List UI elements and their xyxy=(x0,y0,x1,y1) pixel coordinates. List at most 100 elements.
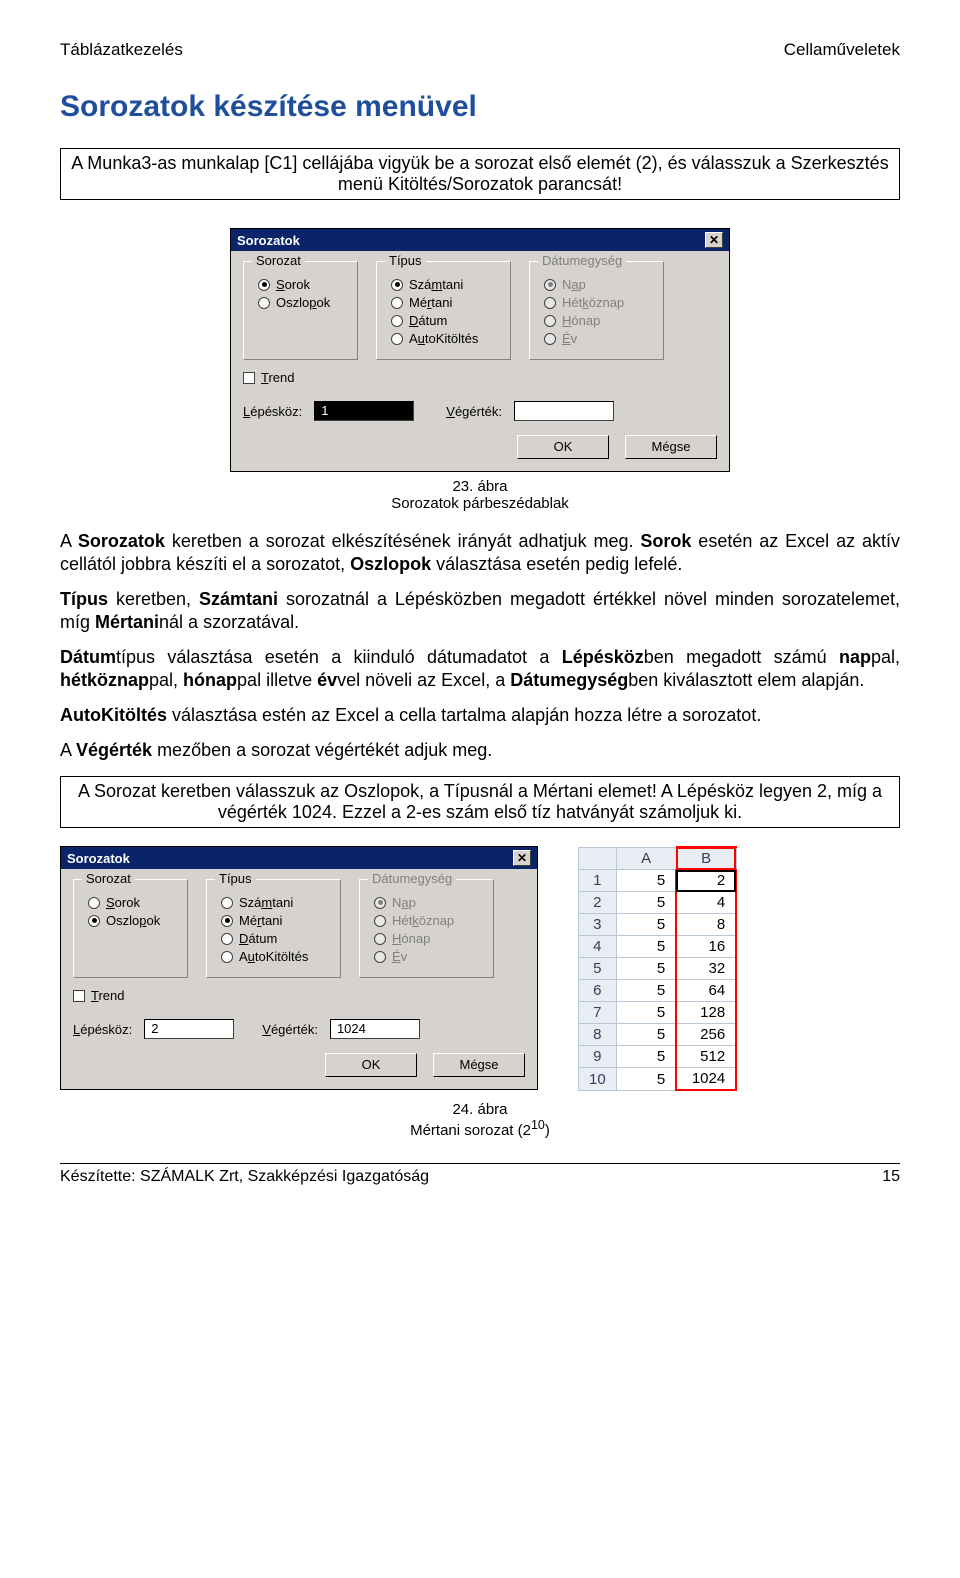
radio-label: Mértani xyxy=(239,913,282,928)
cell: 32 xyxy=(676,958,736,980)
group-datumegyseg: Dátumegység Nap Hétköznap Hónap Év xyxy=(359,879,494,978)
ok-button[interactable]: OK xyxy=(517,435,609,459)
cancel-button[interactable]: Mégse xyxy=(625,435,717,459)
row-header: 2 xyxy=(579,892,617,914)
cell: 64 xyxy=(676,980,736,1002)
radio-label: Dátum xyxy=(239,931,277,946)
radio-hetkoznap: Hétköznap xyxy=(374,913,479,928)
cancel-button[interactable]: Mégse xyxy=(433,1053,525,1077)
col-header: B xyxy=(676,847,736,870)
radio-label: AutoKitöltés xyxy=(409,331,478,346)
vegertek-input[interactable]: 1024 xyxy=(330,1019,420,1039)
radio-label: Számtani xyxy=(409,277,463,292)
radio-szamtani[interactable]: Számtani xyxy=(391,277,496,292)
radio-label: Sorok xyxy=(106,895,140,910)
cell: 5 xyxy=(616,1046,676,1068)
row-header: 7 xyxy=(579,1002,617,1024)
radio-honap: Hónap xyxy=(544,313,649,328)
dialog-title: Sorozatok xyxy=(237,233,300,248)
cell: 256 xyxy=(676,1024,736,1046)
radio-label: Számtani xyxy=(239,895,293,910)
radio-mertani[interactable]: Mértani xyxy=(221,913,326,928)
radio-ev: Év xyxy=(544,331,649,346)
radio-hetkoznap: Hétköznap xyxy=(544,295,649,310)
group-sorozat: Sorozat Sorok Oszlopok xyxy=(243,261,358,360)
vegertek-input[interactable] xyxy=(514,401,614,421)
cell: 5 xyxy=(616,936,676,958)
row-header: 4 xyxy=(579,936,617,958)
radio-label: AutoKitöltés xyxy=(239,949,308,964)
radio-label: Dátum xyxy=(409,313,447,328)
fig24-text: Mértani sorozat (210) xyxy=(410,1122,550,1139)
group-sorozat-label: Sorozat xyxy=(82,871,135,886)
group-tipus-label: Típus xyxy=(385,253,426,268)
group-tipus: Típus Számtani Mértani Dátum AutoKitölté… xyxy=(376,261,511,360)
instruction-1: A Munka3-as munkalap [C1] cellájába vigy… xyxy=(60,148,900,200)
cell: 1024 xyxy=(676,1068,736,1091)
fig24-num: 24. ábra xyxy=(452,1101,507,1118)
row-header: 8 xyxy=(579,1024,617,1046)
checkbox-trend[interactable]: Trend xyxy=(73,988,525,1003)
lepeskoz-label: Lépésköz: xyxy=(243,404,302,419)
radio-autokitoltes[interactable]: AutoKitöltés xyxy=(221,949,326,964)
cell: 5 xyxy=(616,892,676,914)
radio-datum[interactable]: Dátum xyxy=(391,313,496,328)
paragraph-2: Típus keretben, Számtani sorozatnál a Lé… xyxy=(60,588,900,634)
row-header: 6 xyxy=(579,980,617,1002)
lepeskoz-input[interactable]: 2 xyxy=(144,1019,234,1039)
vegertek-label: Végérték: xyxy=(446,404,502,419)
group-datumegyseg-label: Dátumegység xyxy=(368,871,456,886)
cell: 5 xyxy=(616,1068,676,1091)
group-tipus-label: Típus xyxy=(215,871,256,886)
col-header xyxy=(579,847,617,870)
cell: 5 xyxy=(616,1002,676,1024)
radio-mertani[interactable]: Mértani xyxy=(391,295,496,310)
sorozatok-dialog-2: Sorozatok ✕ Sorozat Sorok Oszlopok Típus… xyxy=(60,846,538,1090)
cell: 5 xyxy=(616,958,676,980)
group-sorozat: Sorozat Sorok Oszlopok xyxy=(73,879,188,978)
radio-oszlopok[interactable]: Oszlopok xyxy=(258,295,343,310)
group-tipus: Típus Számtani Mértani Dátum AutoKitölté… xyxy=(206,879,341,978)
row-header: 9 xyxy=(579,1046,617,1068)
radio-sorok[interactable]: Sorok xyxy=(258,277,343,292)
ok-button[interactable]: OK xyxy=(325,1053,417,1077)
fig23-text: Sorozatok párbeszédablak xyxy=(391,495,569,512)
cell: 16 xyxy=(676,936,736,958)
row-header: 1 xyxy=(579,870,617,892)
row-header: 3 xyxy=(579,914,617,936)
fig23-num: 23. ábra xyxy=(452,478,507,495)
footer-left: Készítette: SZÁMALK Zrt, Szakképzési Iga… xyxy=(60,1168,429,1186)
cell: 512 xyxy=(676,1046,736,1068)
section-title: Sorozatok készítése menüvel xyxy=(60,90,900,124)
radio-datum[interactable]: Dátum xyxy=(221,931,326,946)
group-datumegyseg-label: Dátumegység xyxy=(538,253,626,268)
radio-nap: Nap xyxy=(544,277,649,292)
cell: 5 xyxy=(616,914,676,936)
lepeskoz-label: Lépésköz: xyxy=(73,1022,132,1037)
header-left: Táblázatkezelés xyxy=(60,40,183,60)
result-spreadsheet: AB15225435845165532656475128852569551210… xyxy=(578,846,737,1091)
close-icon[interactable]: ✕ xyxy=(705,232,723,248)
cell: 128 xyxy=(676,1002,736,1024)
checkbox-label: Trend xyxy=(261,370,295,385)
col-header: A xyxy=(616,847,676,870)
radio-szamtani[interactable]: Számtani xyxy=(221,895,326,910)
header-right: Cellaműveletek xyxy=(784,40,900,60)
radio-label: Oszlopok xyxy=(276,295,330,310)
cell: 5 xyxy=(616,980,676,1002)
cell: 4 xyxy=(676,892,736,914)
radio-oszlopok[interactable]: Oszlopok xyxy=(88,913,173,928)
dialog-title: Sorozatok xyxy=(67,851,130,866)
paragraph-1: A Sorozatok keretben a sorozat elkészíté… xyxy=(60,530,900,576)
paragraph-5: A Végérték mezőben a sorozat végértékét … xyxy=(60,739,900,762)
cell: 2 xyxy=(676,870,736,892)
row-header: 5 xyxy=(579,958,617,980)
row-header: 10 xyxy=(579,1068,617,1091)
radio-autokitoltes[interactable]: AutoKitöltés xyxy=(391,331,496,346)
radio-sorok[interactable]: Sorok xyxy=(88,895,173,910)
lepeskoz-input[interactable]: 1 xyxy=(314,401,414,421)
group-sorozat-label: Sorozat xyxy=(252,253,305,268)
close-icon[interactable]: ✕ xyxy=(513,850,531,866)
radio-label: Mértani xyxy=(409,295,452,310)
checkbox-trend[interactable]: Trend xyxy=(243,370,717,385)
